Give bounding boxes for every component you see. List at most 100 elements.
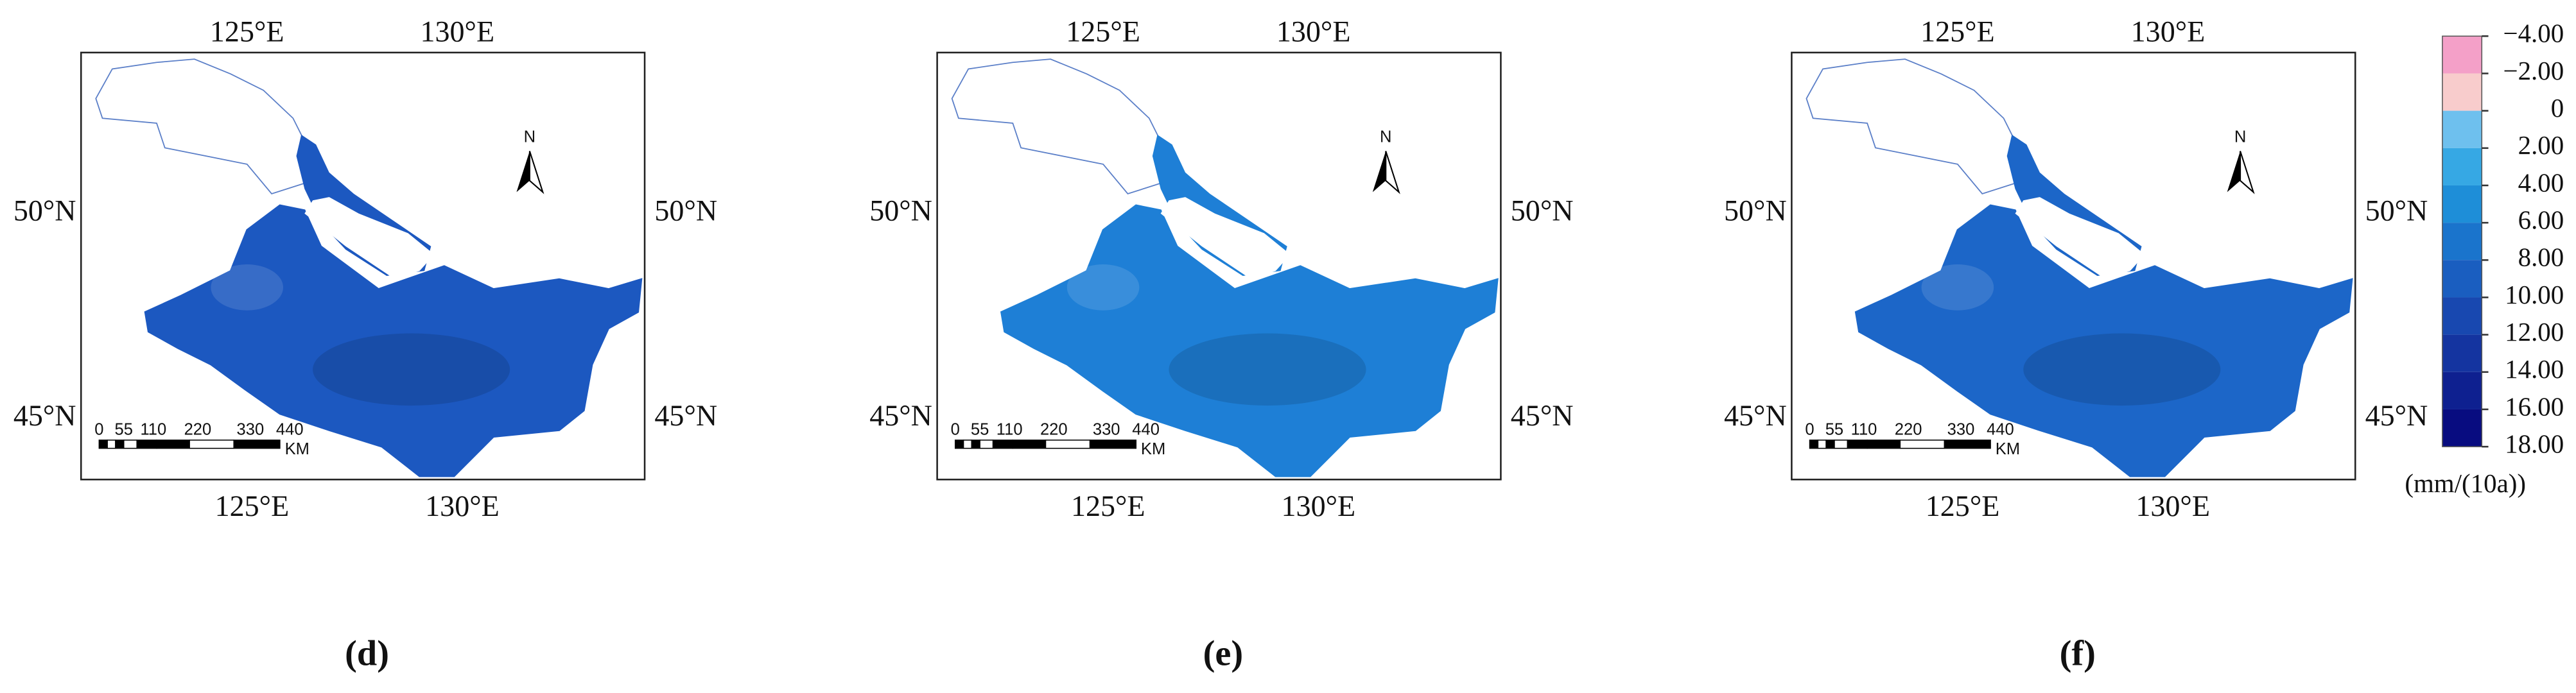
map-frame [936, 51, 1502, 481]
scale-bar [189, 440, 235, 449]
scale-label: 220 [184, 420, 212, 438]
lon-label-bottom: 130°E [425, 490, 500, 522]
scale-bar [1867, 440, 1901, 449]
legend-swatch [2442, 36, 2482, 74]
lake [1160, 197, 1291, 280]
legend-label: 14.00 [2505, 355, 2564, 384]
legend-label: −2.00 [2503, 56, 2564, 85]
legend-label: 4.00 [2518, 168, 2564, 197]
scale-label: 0 [951, 420, 960, 438]
lat-label-left: 50°N [1724, 194, 1787, 227]
lat-label-right: 50°N [654, 194, 717, 227]
legend-frame [2442, 35, 2483, 447]
legend-swatch [2442, 223, 2482, 261]
north-arrow [1385, 151, 1400, 194]
region-shade [313, 333, 510, 406]
map-panel: 125°E 125°E 130°E 130°E 50°N 50°N 45°N 45°N 0 55 1… [1724, 15, 2428, 673]
map-panel: 125°E 125°E 130°E 130°E 50°N 50°N 45°N 45°N 0 55 1… [869, 15, 1573, 673]
north-arrow [2227, 151, 2241, 193]
lake [2015, 197, 2145, 280]
scale-label: 0 [1805, 420, 1814, 438]
scale-bar [107, 440, 116, 449]
legend-label: −4.00 [2503, 19, 2564, 48]
legend-unit: (mm/(10a)) [2405, 469, 2526, 498]
scale-label: 55 [115, 420, 133, 438]
lon-label-bottom: 130°E [2136, 490, 2210, 522]
panel-label: (f) [2060, 634, 2096, 674]
scale-label: 440 [276, 420, 304, 438]
scale-bar [962, 440, 973, 449]
map-panel: 125°E 125°E 130°E 130°E 50°N 50°N 45°N 45°N 0 55 1… [13, 15, 717, 673]
lon-label-top: 125°E [210, 15, 284, 47]
lon-label-bottom: 130°E [1282, 490, 1356, 522]
lat-label-left: 50°N [869, 194, 932, 227]
legend-label: 2.00 [2518, 131, 2564, 160]
lat-label-right: 50°N [1511, 194, 1574, 227]
region [144, 204, 643, 477]
scale-bar [979, 440, 994, 449]
legend-label: 18.00 [2505, 430, 2564, 459]
lon-label-bottom: 125°E [1071, 490, 1145, 522]
lon-label-top: 125°E [1066, 15, 1140, 47]
legend-swatch [2442, 334, 2482, 372]
lake [304, 197, 435, 280]
lon-label-bottom: 125°E [215, 490, 290, 522]
legend-swatch [2442, 372, 2482, 409]
scale-bar [992, 440, 1014, 449]
panel-label: (d) [345, 634, 389, 674]
scale-label: 220 [1895, 420, 1922, 438]
scale-label: 330 [1947, 420, 1975, 438]
scale-bar [1944, 440, 1991, 449]
legend-label: 6.00 [2518, 206, 2564, 235]
scale-bar [233, 440, 281, 449]
map-frame [1791, 51, 2356, 481]
legend-swatch [2442, 297, 2482, 335]
scale-unit: KM [1141, 440, 1165, 458]
scale-bar [115, 440, 125, 449]
legend-label: 0 [2551, 94, 2564, 123]
scale-unit: KM [285, 440, 309, 458]
scale-label: 220 [1040, 420, 1068, 438]
scale-bar [1834, 440, 1849, 449]
scale-bar [1012, 440, 1047, 449]
scale-bar [1899, 440, 1945, 449]
north-arrow [1372, 151, 1386, 193]
panel-label: (e) [1203, 634, 1243, 674]
lon-label-top: 130°E [1276, 15, 1351, 47]
region-shade [2023, 333, 2221, 406]
scale-bar [1809, 440, 1819, 449]
north-arrow [516, 151, 530, 193]
legend-swatch [2442, 260, 2482, 298]
scale-bar [1847, 440, 1868, 449]
lat-label-left: 45°N [869, 399, 932, 432]
north-arrow [2240, 151, 2255, 194]
legend-label: 16.00 [2505, 392, 2564, 421]
scale-bar [971, 440, 980, 449]
land-outline [95, 58, 314, 195]
legend-label: 10.00 [2505, 280, 2564, 309]
north-arrow [528, 151, 544, 194]
scale-label: 330 [1093, 420, 1120, 438]
scale-bar [1817, 440, 1827, 449]
lat-label-left: 50°N [13, 194, 76, 227]
map-frame [80, 51, 646, 481]
scale-label: 110 [140, 420, 166, 438]
region [1854, 204, 2353, 477]
legend-label: 12.00 [2505, 318, 2564, 346]
lat-label-right: 45°N [2365, 399, 2428, 432]
scale-bar [98, 440, 108, 449]
land-outline [1806, 58, 2024, 195]
scale-unit: KM [1996, 440, 2020, 458]
legend-swatch [2442, 148, 2482, 185]
scale-label: 55 [1825, 420, 1843, 438]
lat-label-left: 45°N [1724, 399, 1787, 432]
scale-label: 110 [1851, 420, 1877, 438]
scale-label: 440 [1132, 420, 1160, 438]
lon-label-bottom: 125°E [1926, 490, 2000, 522]
scale-bar [1089, 440, 1137, 449]
scale-label: 0 [94, 420, 103, 438]
north-label: N [2234, 128, 2246, 146]
region-shade [1921, 264, 1994, 311]
lon-label-top: 125°E [1920, 15, 1995, 47]
